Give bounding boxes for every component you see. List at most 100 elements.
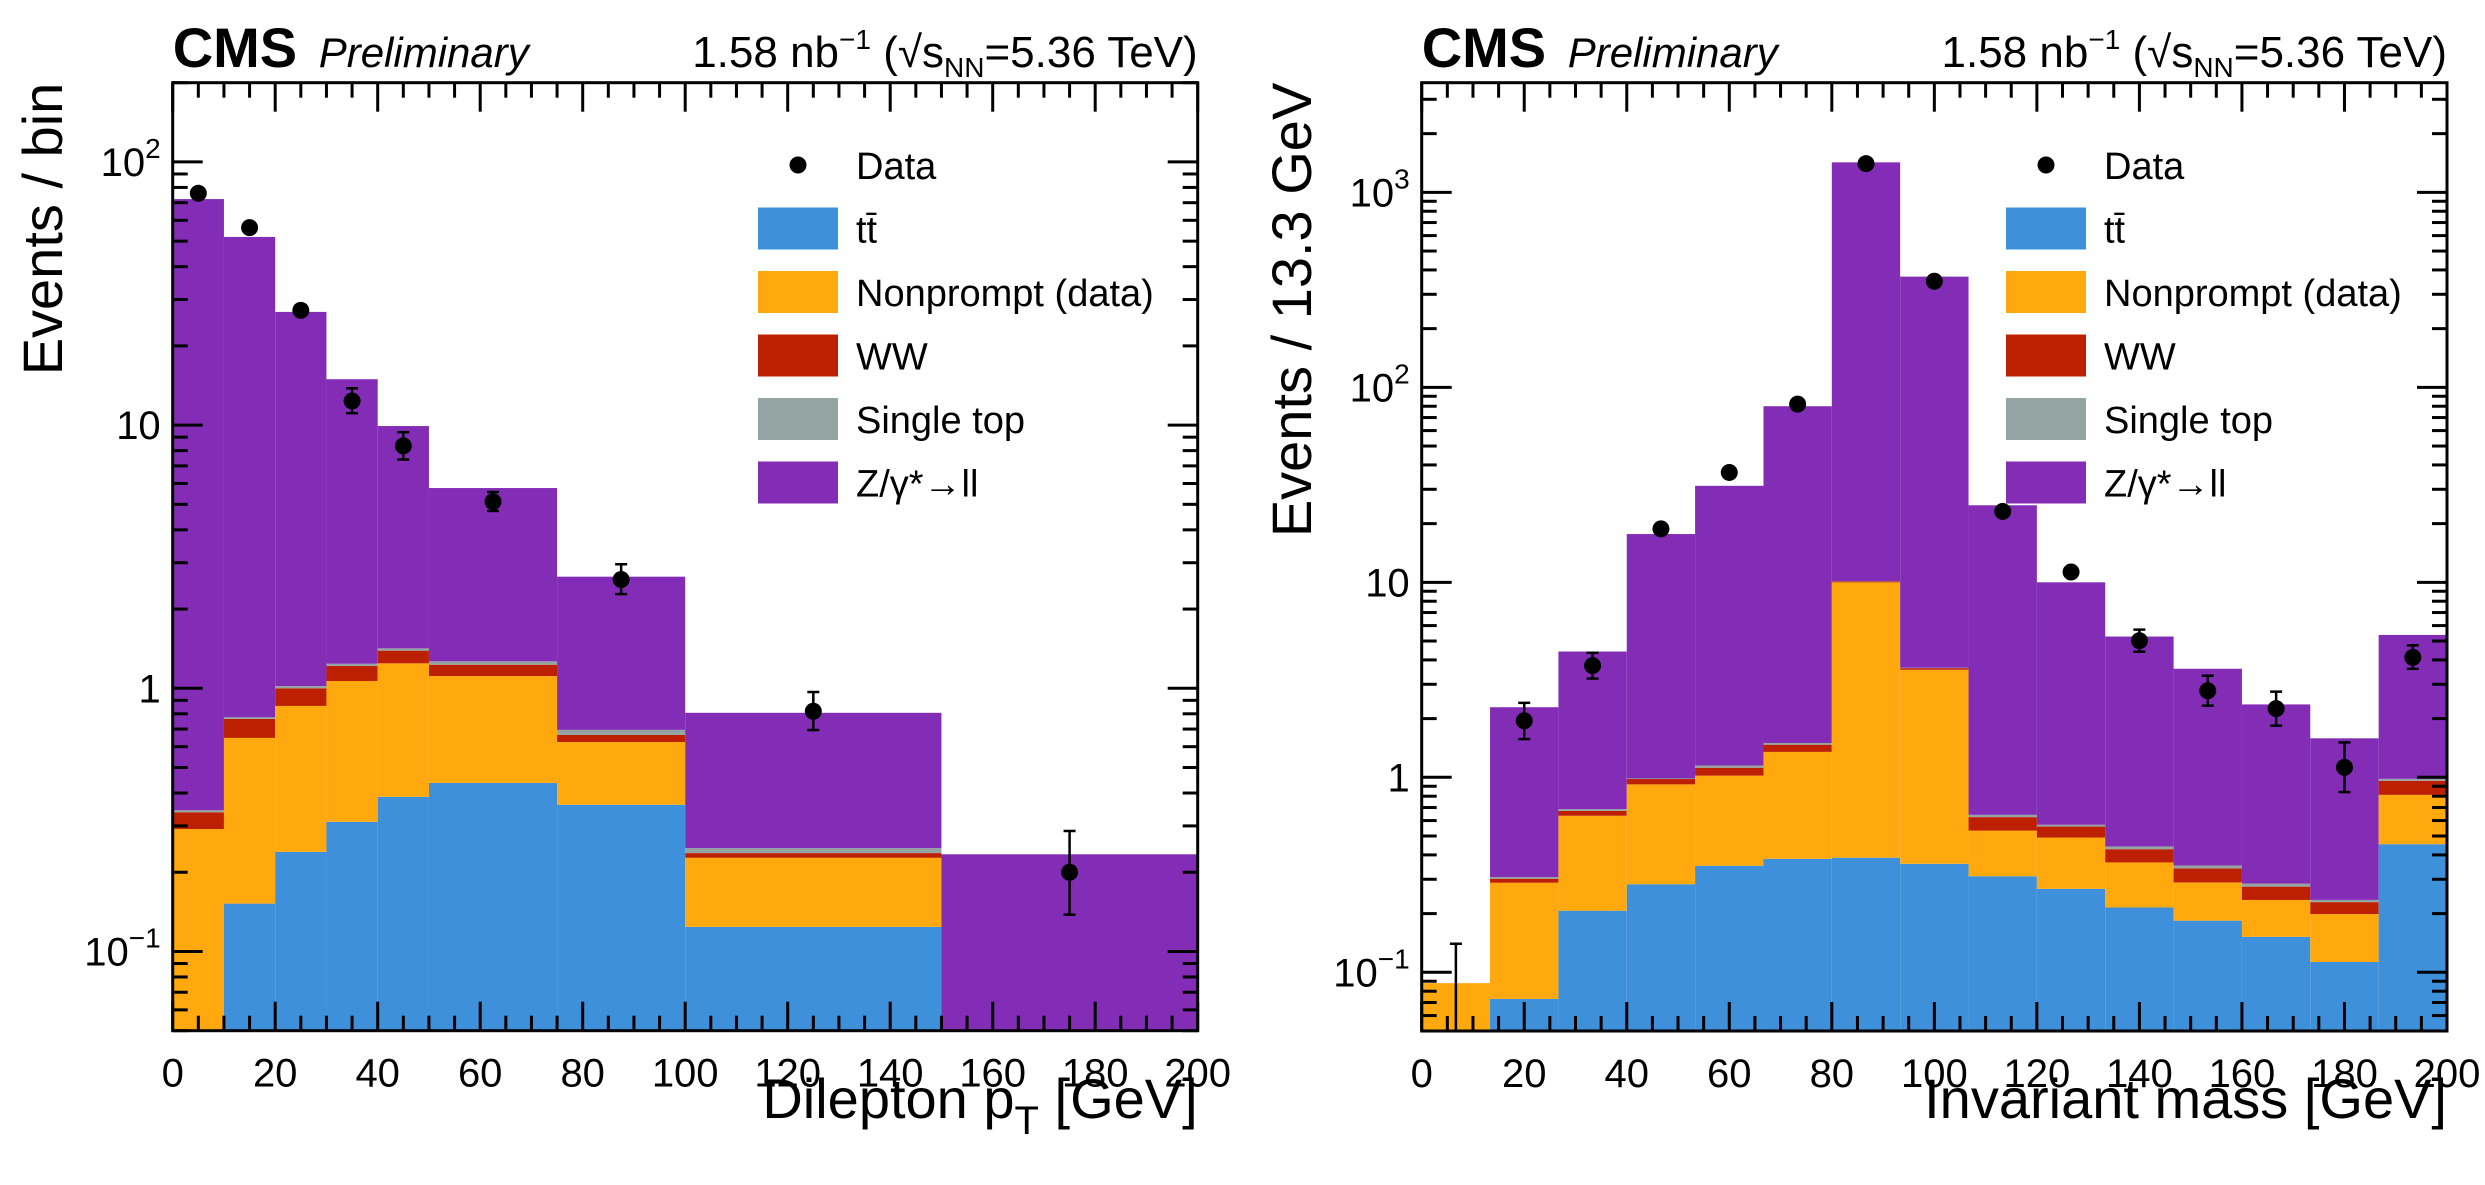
bar-ww-bin-5 (1763, 744, 1832, 752)
bar-dy-bin-7 (685, 712, 942, 849)
data-point-2 (1584, 657, 1602, 675)
bar-nonprompt-bin-9 (2036, 837, 2106, 889)
y-tick-label: 1 (1387, 756, 1409, 800)
data-point-11 (2199, 682, 2217, 700)
lumi-paren: (√ (2120, 28, 2172, 77)
x-tick-label: 0 (162, 1052, 184, 1096)
x-title-subscript: T (1015, 1099, 1039, 1143)
legend-marker-data (2037, 156, 2055, 174)
bar-ww-bin-1 (223, 718, 276, 738)
bar-ww-bin-11 (2173, 868, 2242, 883)
legend: Data tt̄ Nonprompt (data) WW Single top Z/γ*→… (758, 146, 1154, 506)
lumi-unit-exponent: −1 (839, 24, 871, 55)
bar-nonprompt-bin-0 (172, 828, 224, 1031)
bar-ww-bin-4 (377, 650, 429, 664)
bar-dy-bin-2 (275, 311, 327, 687)
bar-dy-bin-7 (1900, 276, 1969, 668)
bar-ww-bin-2 (275, 688, 327, 706)
sqrt-s-subscript: NN (944, 52, 984, 83)
data-point-10 (2130, 632, 2148, 650)
x-title-main: Dilepton p (762, 1067, 1014, 1130)
y-tick-label: 10−1 (84, 922, 160, 974)
bar-dy-bin-4 (377, 426, 429, 649)
x-tick-label: 180 (2311, 1052, 2378, 1096)
y-tick-base: 10 (116, 404, 161, 448)
bar-dy-bin-1 (223, 236, 276, 718)
bar-ww-bin-13 (2310, 902, 2379, 915)
data-point-9 (2062, 563, 2080, 581)
legend-swatch-singletop (2006, 398, 2086, 440)
y-tick-base: 10 (101, 141, 146, 185)
data-point-2 (292, 301, 310, 319)
y-tick-base: 10 (84, 930, 129, 974)
bar-dy-bin-3 (1626, 534, 1696, 779)
x-tick-label: 60 (458, 1052, 503, 1096)
bar-ww-bin-7 (1900, 668, 1969, 670)
data-point-3 (1652, 520, 1670, 538)
bar-ww-bin-3 (326, 666, 378, 681)
bar-singletop-bin-5 (1763, 742, 1832, 745)
data-points (189, 184, 1079, 916)
legend-swatch-nonprompt (758, 271, 838, 313)
bar-dy-bin-6 (1831, 162, 1901, 582)
y-tick-base: 10 (1350, 171, 1395, 215)
bar-ttbar-bin-9 (2036, 888, 2106, 1031)
data-point-7 (804, 702, 822, 720)
y-tick-label: 102 (101, 133, 161, 185)
energy-value: =5.36 TeV) (2234, 28, 2447, 77)
bar-nonprompt-bin-5 (428, 676, 558, 783)
bar-ttbar-bin-11 (2173, 920, 2242, 1031)
bar-nonprompt-bin-6 (557, 742, 686, 805)
x-tick-label: 80 (1810, 1052, 1855, 1096)
x-tick-label: 80 (560, 1052, 605, 1096)
x-axis-title: Invariant mass [GeV] (1924, 1067, 2447, 1130)
x-axis-ticks (1420, 82, 2449, 1031)
legend-label-data: Data (2104, 146, 2185, 188)
bar-singletop-bin-4 (1695, 765, 1764, 768)
x-tick-label: 100 (652, 1052, 719, 1096)
legend-label-dy: Z/γ*→ll (2104, 464, 2226, 506)
bar-ww-bin-6 (1831, 581, 1901, 583)
y-tick-exponent: 2 (1394, 358, 1410, 389)
x-tick-label: 0 (1411, 1052, 1433, 1096)
bar-nonprompt-bin-12 (2241, 899, 2311, 937)
bar-dy-bin-12 (2241, 704, 2311, 884)
data-point-1 (1515, 712, 1533, 730)
y-axis-ticks (172, 81, 1198, 1033)
bar-nonprompt-bin-1 (223, 737, 276, 904)
legend-swatch-ttbar (2006, 207, 2086, 250)
legend-label-data: Data (856, 146, 937, 188)
x-tick-label: 20 (1502, 1052, 1547, 1096)
x-tick-label: 20 (253, 1052, 298, 1096)
y-tick-base: 10 (1333, 951, 1378, 995)
bar-singletop-bin-1 (1490, 877, 1559, 879)
sqrt-s-subscript: NN (2193, 52, 2233, 83)
bar-ttbar-bin-1 (223, 903, 276, 1031)
bar-dy-bin-3 (326, 379, 378, 664)
bar-dy-bin-8 (1968, 505, 2037, 815)
legend: Data tt̄ Nonprompt (data) WW Single top Z/γ*→… (2006, 146, 2402, 506)
legend-label-ttbar: tt̄ (856, 210, 878, 252)
x-title-main: Invariant mass [GeV] (1924, 1067, 2447, 1130)
y-tick-base: 10 (1350, 366, 1395, 410)
experiment-label: CMS (1422, 16, 1546, 79)
bar-singletop-bin-7 (685, 848, 942, 854)
x-tick-label: 200 (2414, 1052, 2481, 1096)
luminosity-label: 1.58 nb−1 (√sNN=5.36 TeV) (1942, 24, 2447, 83)
data-point-8 (1994, 502, 2012, 520)
data-point-12 (2267, 700, 2285, 718)
bar-nonprompt-bin-5 (1763, 751, 1832, 859)
y-tick-base: 1 (1387, 756, 1409, 800)
y-axis-title: Events / bin (11, 83, 74, 376)
legend-label-dy: Z/γ*→ll (856, 464, 978, 506)
data-point-8 (1061, 863, 1079, 881)
bar-ww-bin-6 (557, 734, 686, 743)
bar-singletop-bin-3 (326, 663, 378, 667)
luminosity-label: 1.58 nb−1 (√sNN=5.36 TeV) (692, 24, 1197, 83)
x-tick-label: 60 (1707, 1052, 1752, 1096)
bar-ttbar-bin-6 (1831, 857, 1901, 1031)
bar-ttbar-bin-5 (1763, 858, 1832, 1031)
bar-ttbar-bin-3 (1626, 884, 1696, 1031)
y-tick-exponent: −1 (1378, 943, 1410, 974)
bar-singletop-bin-1 (223, 717, 276, 719)
